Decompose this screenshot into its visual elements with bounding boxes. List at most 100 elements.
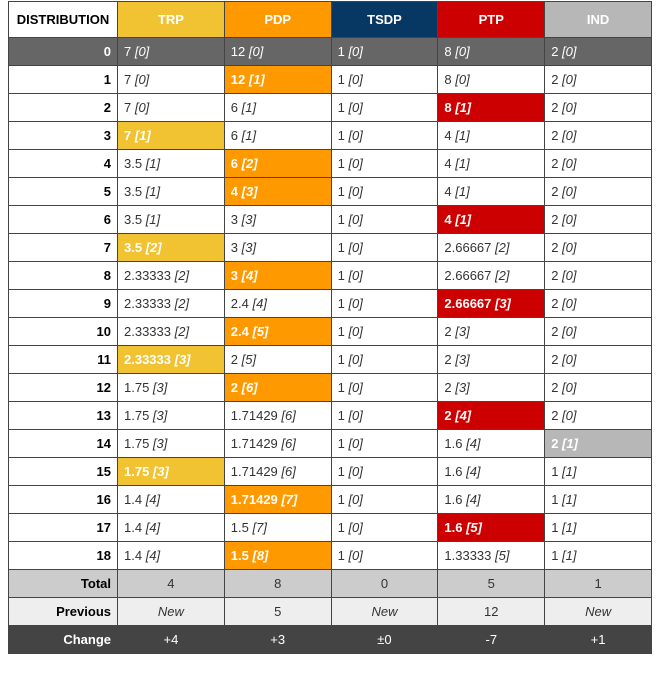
table-row: 7 3.5 [2] 3 [3] 1 [0] 2.66667 [2] 2 [0] <box>8 233 652 262</box>
cell-value: 3 <box>230 268 242 283</box>
cell-value: 1.6 <box>444 492 467 507</box>
cell: 4 [1] <box>437 177 546 206</box>
cell: 2 [4] <box>437 401 546 430</box>
cell: 1 [0] <box>330 65 439 94</box>
cell-value: 2 <box>551 380 563 395</box>
row-label: 14 <box>8 429 118 458</box>
cell-value: 1.4 <box>124 548 146 563</box>
cell-rank: [0] <box>348 548 363 563</box>
cell: 3.5 [1] <box>117 149 225 178</box>
cell-value: 12 <box>230 44 249 59</box>
cell-rank: [2] <box>174 268 190 283</box>
cell: 8 [0] <box>437 37 546 66</box>
cell-rank: [0] <box>134 100 150 115</box>
cell-value: 3.5 <box>124 240 146 255</box>
cell: 5 <box>223 597 332 626</box>
summary-row: Total 4 8 0 5 1 <box>8 569 652 598</box>
table-row: 12 1.75 [3] 2 [6] 1 [0] 2 [3] 2 [0] <box>8 373 652 402</box>
cell-rank: [4] <box>241 268 258 283</box>
cell: 2 [0] <box>544 233 652 262</box>
cell-value: 1.4 <box>124 492 146 507</box>
cell-rank: [8] <box>252 548 269 563</box>
cell: 1 [0] <box>330 289 439 318</box>
row-label: 0 <box>8 37 118 66</box>
cell-rank: [5] <box>252 324 269 339</box>
cell: 2 [0] <box>544 121 652 150</box>
column-header: TSDP <box>330 1 439 38</box>
cell: 2 [0] <box>544 289 652 318</box>
cell-value: 2 <box>230 352 242 367</box>
cell: 1 <box>544 569 652 598</box>
cell: 2 [3] <box>437 373 546 402</box>
column-header: IND <box>544 1 652 38</box>
column-header: PDP <box>223 1 332 38</box>
cell-value: 1.71429 <box>230 492 282 507</box>
cell: 1 [1] <box>544 485 652 514</box>
table-row: 17 1.4 [4] 1.5 [7] 1 [0] 1.6 [5] 1 [1] <box>8 513 652 542</box>
cell: 7 [0] <box>117 65 225 94</box>
cell: 2.33333 [2] <box>117 261 225 290</box>
cell-value: 6 <box>230 128 242 143</box>
cell-rank: [0] <box>348 520 363 535</box>
cell-rank: [1] <box>455 100 472 115</box>
column-header: PTP <box>437 1 546 38</box>
cell: +1 <box>544 625 652 654</box>
cell-rank: [0] <box>348 352 363 367</box>
cell-value: 2.33333 <box>124 268 175 283</box>
cell-value: 1 <box>337 548 349 563</box>
cell-value: 12 <box>230 72 249 87</box>
row-label: 2 <box>8 93 118 122</box>
table-row: 6 3.5 [1] 3 [3] 1 [0] 4 [1] 2 [0] <box>8 205 652 234</box>
cell: 2 [0] <box>544 65 652 94</box>
cell-value: 7 <box>124 72 135 87</box>
row-label: 10 <box>8 317 118 346</box>
cell: 7 [0] <box>117 93 225 122</box>
cell: 1 [0] <box>330 485 439 514</box>
cell-value: 1 <box>337 240 349 255</box>
row-label: 5 <box>8 177 118 206</box>
table-row: 5 3.5 [1] 4 [3] 1 [0] 4 [1] 2 [0] <box>8 177 652 206</box>
cell-value: 2 <box>551 44 563 59</box>
cell-value: 2.33333 <box>124 324 175 339</box>
cell: 1.4 [4] <box>117 541 225 570</box>
cell-rank: [6] <box>241 380 258 395</box>
cell-value: 1 <box>337 44 349 59</box>
cell: 1 [0] <box>330 37 439 66</box>
cell-value: 1.71429 <box>230 436 282 451</box>
cell-rank: [0] <box>562 352 577 367</box>
cell-rank: [1] <box>562 436 578 451</box>
cell-rank: [1] <box>145 156 161 171</box>
cell: 1.71429 [6] <box>223 401 332 430</box>
cell: 8 <box>223 569 332 598</box>
cell: 1.75 [3] <box>117 373 225 402</box>
cell: 1 [1] <box>544 541 652 570</box>
table-row: 15 1.75 [3] 1.71429 [6] 1 [0] 1.6 [4] 1 [1] <box>8 457 652 486</box>
cell: 2.4 [5] <box>223 317 332 346</box>
cell-rank: [3] <box>174 352 191 367</box>
cell: 1 [0] <box>330 457 439 486</box>
cell-value: 4 <box>444 184 456 199</box>
cell: 2 [0] <box>544 345 652 374</box>
cell-value: 6 <box>230 156 242 171</box>
cell-rank: [7] <box>281 492 298 507</box>
cell-value: 1.4 <box>124 520 146 535</box>
cell-rank: [3] <box>152 408 168 423</box>
cell-value: 2 <box>551 240 563 255</box>
cell-rank: [0] <box>348 184 363 199</box>
cell-value: 1.71429 <box>230 408 282 423</box>
cell: 0 <box>330 569 439 598</box>
cell: -7 <box>437 625 546 654</box>
cell-value: 1 <box>337 128 349 143</box>
cell-rank: [3] <box>455 352 470 367</box>
cell: ±0 <box>330 625 439 654</box>
cell-value: 2 <box>551 268 563 283</box>
cell: 2 [0] <box>544 37 652 66</box>
cell-value: 1.6 <box>444 520 467 535</box>
cell-value: 7 <box>124 128 135 143</box>
cell-rank: [1] <box>455 184 470 199</box>
cell-rank: [0] <box>455 44 470 59</box>
cell-rank: [0] <box>348 436 363 451</box>
cell-value: 2 <box>551 296 563 311</box>
cell: +4 <box>117 625 225 654</box>
